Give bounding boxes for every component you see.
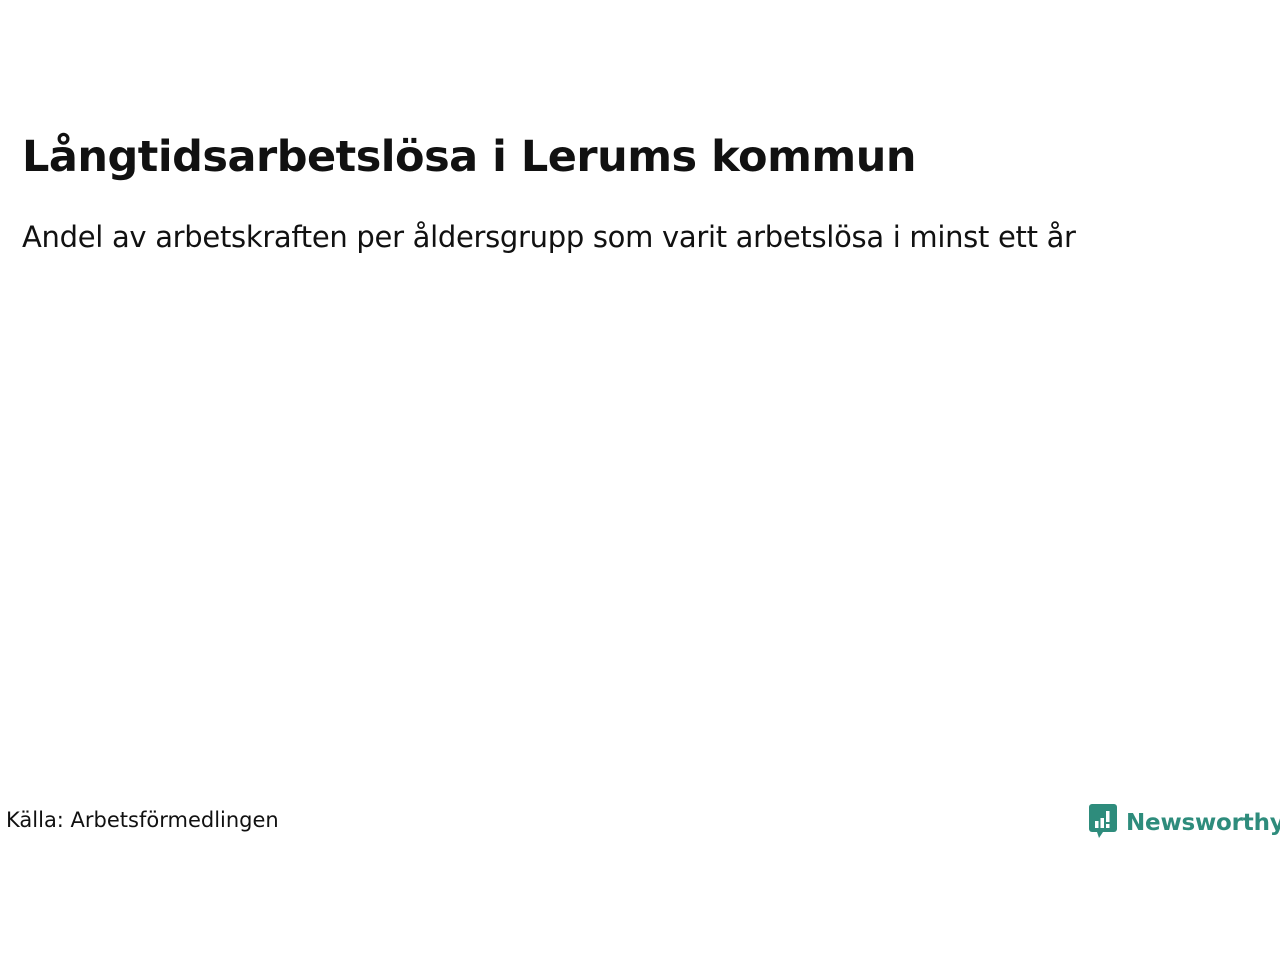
brand-name: Newsworthy [1126, 810, 1280, 836]
chart-subtitle: Andel av arbetskraften per åldersgrupp s… [22, 220, 1076, 254]
brand-logo[interactable]: Newsworthy [1088, 803, 1280, 843]
source-note: Källa: Arbetsförmedlingen [6, 808, 279, 832]
bar-chart-speech-bubble-icon [1088, 803, 1118, 843]
chart-title: Långtidsarbetslösa i Lerums kommun [22, 132, 916, 182]
